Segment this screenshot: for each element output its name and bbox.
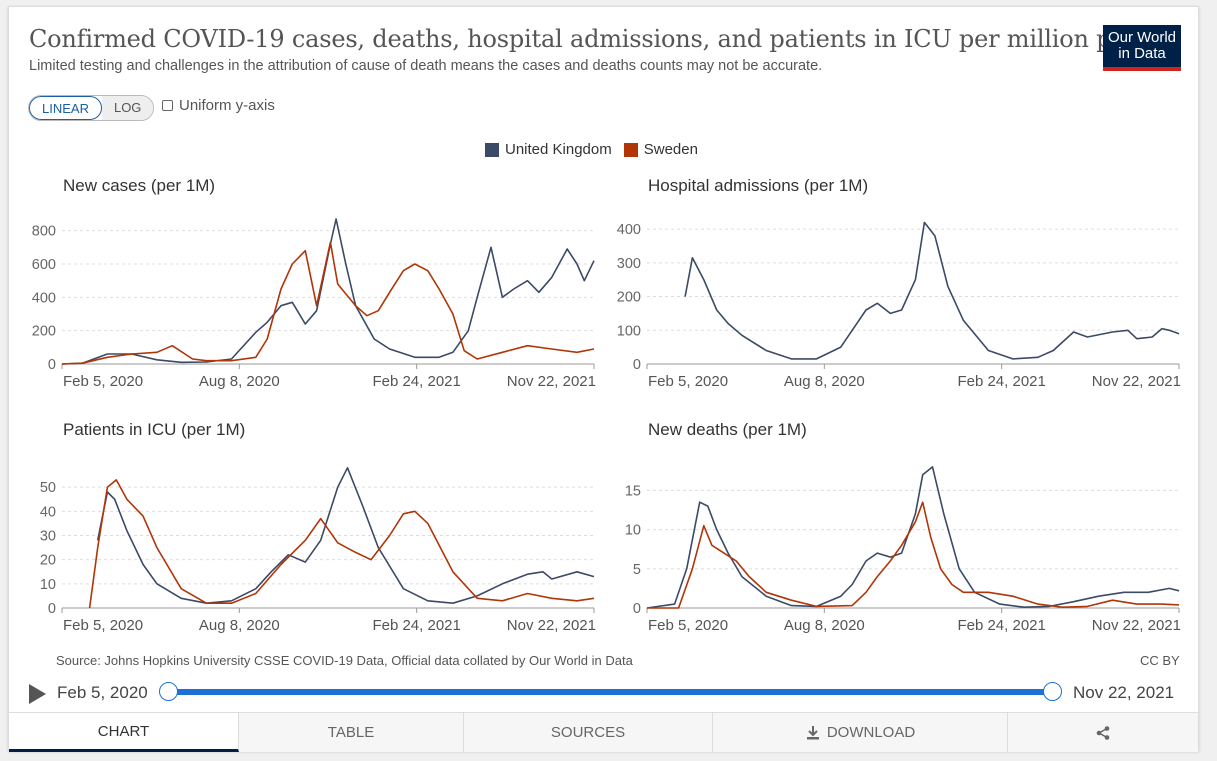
tab-table-label: TABLE [327,724,375,741]
panel-2-title: Patients in ICU (per 1M) [63,420,245,439]
panel-1-xtick-2: Feb 24, 2021 [957,373,1045,390]
panel-1-title: Hospital admissions (per 1M) [648,176,868,195]
panel-3-title: New deaths (per 1M) [648,420,807,439]
timeline: Feb 5, 2020 Nov 22, 2021 [27,679,1195,707]
legend-label-uk: United Kingdom [505,141,612,158]
tab-bar: CHART TABLE SOURCES DOWNLOAD [9,712,1198,752]
panel-3-ytick-1: 5 [633,562,641,578]
panel-2-series-united-kingdom [96,467,595,604]
panel-2-xtick-3: Nov 22, 2021 [507,617,596,634]
uniform-y-axis-toggle[interactable]: Uniform y-axis [162,97,275,114]
legend-label-sweden: Sweden [643,141,698,158]
panel-2-series-sweden [88,479,595,609]
panel-2-xtick-2: Feb 24, 2021 [372,617,460,634]
timeline-track[interactable] [169,689,1053,695]
legend-swatch-sweden [623,142,638,157]
tab-sources[interactable]: SOURCES [464,713,713,752]
panel-3-ytick-3: 15 [625,483,641,499]
log-scale-button[interactable]: LOG [101,96,154,120]
legend-item-uk[interactable]: United Kingdom [485,141,612,158]
panel-1-ytick-1: 100 [617,323,641,339]
panel-0-series-sweden [61,241,595,365]
panel-1-ytick-2: 200 [617,290,641,306]
panel-3-xtick-0: Feb 5, 2020 [648,617,728,634]
chart-subtitle: Limited testing and challenges in the at… [29,58,823,74]
panel-3-ytick-0: 0 [633,601,641,617]
scale-toggle: LINEAR LOG [28,95,155,121]
panel-0-ytick-4: 800 [32,224,56,240]
uniform-y-axis-checkbox[interactable] [162,100,173,111]
panel-0-series-united-kingdom [61,218,595,365]
tab-table[interactable]: TABLE [239,713,464,752]
legend: United Kingdom Sweden [485,141,698,158]
uniform-y-axis-label: Uniform y-axis [179,97,275,114]
panel-0-title: New cases (per 1M) [63,176,215,195]
license-note[interactable]: CC BY [1140,653,1180,668]
chart-title: Confirmed COVID-19 cases, deaths, hospit… [29,25,1177,53]
share-icon [1096,725,1110,740]
download-icon [806,725,819,739]
panel-0-xtick-0: Feb 5, 2020 [63,373,143,390]
tab-chart[interactable]: CHART [9,713,239,752]
panel-0-ytick-0: 0 [48,357,56,373]
panel-2-ytick-1: 10 [40,577,56,593]
panel-1-ytick-4: 400 [617,222,641,238]
panel-2-ytick-2: 20 [40,553,56,569]
source-note: Source: Johns Hopkins University CSSE CO… [56,653,633,668]
legend-swatch-uk [485,142,499,157]
panel-1-series-united-kingdom [684,221,1180,360]
panel-3-series-united-kingdom [646,466,1180,609]
panel-0-xtick-3: Nov 22, 2021 [507,373,596,390]
panel-0-ytick-2: 400 [32,290,56,306]
logo-line-1: Our World [1107,29,1177,46]
tab-sources-label: SOURCES [550,724,626,741]
panel-2-xtick-1: Aug 8, 2020 [199,617,280,634]
timeline-start-handle[interactable] [159,682,178,701]
logo-line-2: in Data [1118,45,1166,62]
panel-0-ytick-3: 600 [32,257,56,273]
panel-3-xtick-3: Nov 22, 2021 [1092,617,1181,634]
tab-download-label: DOWNLOAD [826,724,916,741]
panel-1-xtick-0: Feb 5, 2020 [648,373,728,390]
panel-1-ytick-3: 300 [617,256,641,272]
timeline-start-label: Feb 5, 2020 [57,683,148,702]
panel-1-ytick-0: 0 [633,357,641,373]
panel-0-ytick-1: 200 [32,324,56,340]
panel-3-ytick-2: 10 [625,523,641,539]
panel-1-xtick-3: Nov 22, 2021 [1092,373,1181,390]
legend-item-sweden[interactable]: Sweden [623,141,698,158]
timeline-end-label: Nov 22, 2021 [1073,683,1175,702]
panel-3-xtick-2: Feb 24, 2021 [957,617,1045,634]
tab-share[interactable] [1008,713,1198,752]
tab-chart-label: CHART [97,722,150,740]
panel-3-xtick-1: Aug 8, 2020 [784,617,865,634]
panel-2-ytick-0: 0 [48,601,56,617]
timeline-end-handle[interactable] [1043,682,1062,701]
panel-2-ytick-5: 50 [40,480,56,496]
owid-logo[interactable]: Our World in Data [1103,25,1181,71]
play-icon[interactable] [29,684,46,704]
linear-scale-button[interactable]: LINEAR [29,96,102,120]
tab-download[interactable]: DOWNLOAD [713,713,1008,752]
panel-2-ytick-4: 40 [40,504,56,520]
panel-0-xtick-1: Aug 8, 2020 [199,373,280,390]
panel-2-ytick-3: 30 [40,529,56,545]
chart-frame: Confirmed COVID-19 cases, deaths, hospit… [8,6,1199,752]
panel-1-xtick-1: Aug 8, 2020 [784,373,865,390]
panel-3-series-sweden [647,501,1180,609]
panel-0-xtick-2: Feb 24, 2021 [372,373,460,390]
panel-2-xtick-0: Feb 5, 2020 [63,617,143,634]
